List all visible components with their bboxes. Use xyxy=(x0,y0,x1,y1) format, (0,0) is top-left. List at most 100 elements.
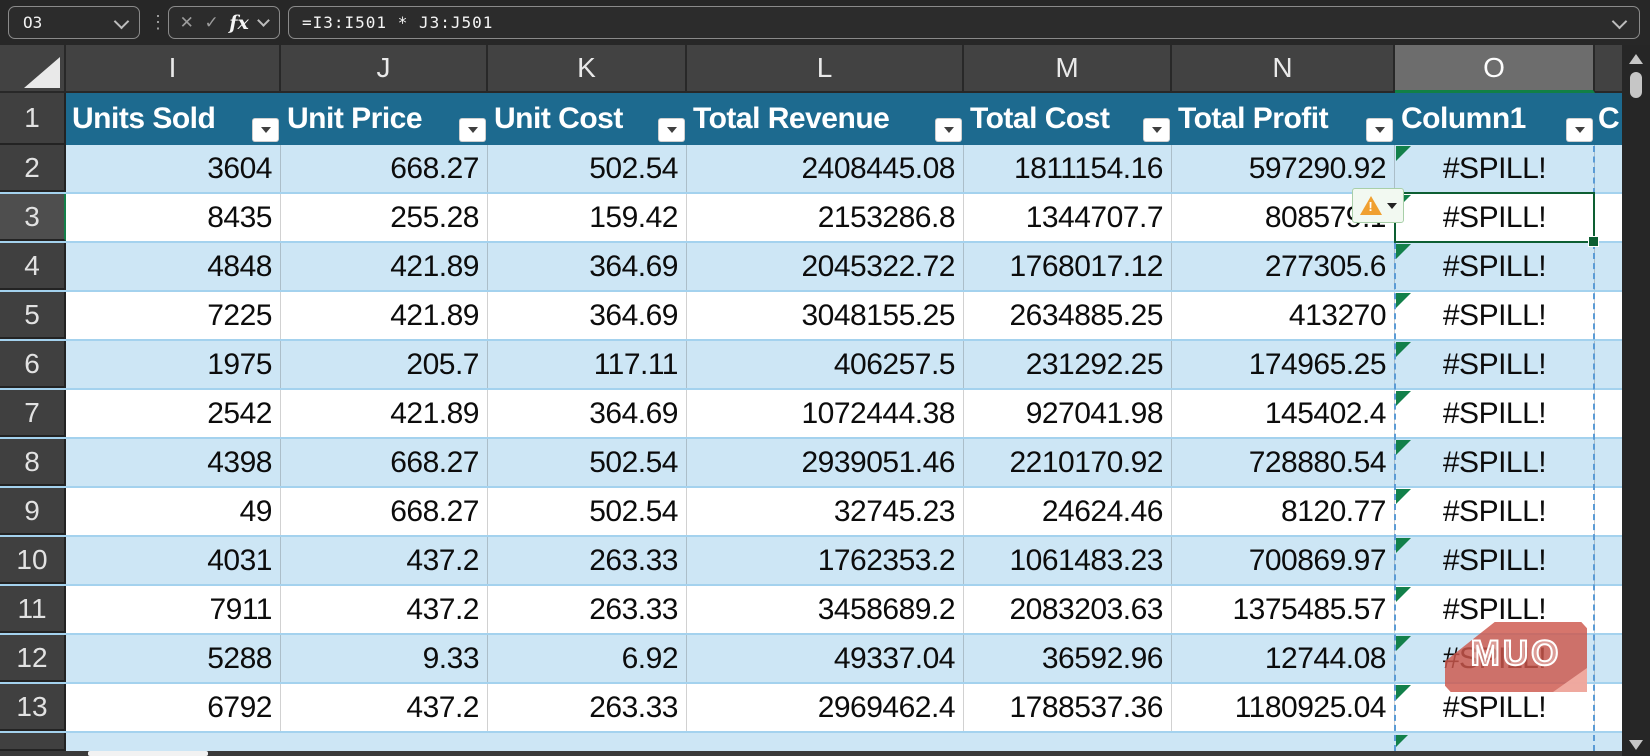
cell[interactable]: 9.33 xyxy=(281,635,488,682)
formula-bar[interactable]: =I3:I501 * J3:J501 xyxy=(288,6,1640,39)
spill-error-cell[interactable]: #SPILL! xyxy=(1395,390,1595,437)
cell[interactable]: 49 xyxy=(66,488,281,535)
filter-dropdown-button[interactable] xyxy=(1144,119,1169,141)
vertical-scrollbar[interactable] xyxy=(1622,45,1650,756)
cell[interactable]: 2408445.08 xyxy=(687,145,964,192)
cell[interactable]: 3048155.25 xyxy=(687,292,964,339)
spill-error-cell[interactable]: #SPILL! xyxy=(1395,488,1595,535)
cell[interactable]: 2083203.63 xyxy=(964,586,1172,633)
partial-cell[interactable] xyxy=(1595,635,1622,682)
spill-error-cell[interactable]: #SPILL! xyxy=(1395,439,1595,486)
cell[interactable]: 2045322.72 xyxy=(687,243,964,290)
cell[interactable]: 4031 xyxy=(66,537,281,584)
row-header[interactable]: 9 xyxy=(0,488,66,535)
cell[interactable]: 1375485.57 xyxy=(1172,586,1395,633)
cell[interactable]: 1072444.38 xyxy=(687,390,964,437)
cell[interactable]: 927041.98 xyxy=(964,390,1172,437)
row-header-active[interactable]: 3 xyxy=(0,194,66,241)
header-total-profit[interactable]: Total Profit xyxy=(1172,93,1395,145)
spill-error-cell[interactable]: #SPILL! xyxy=(1395,341,1595,388)
column-header-m[interactable]: M xyxy=(964,45,1172,93)
cell[interactable]: 263.33 xyxy=(488,537,687,584)
cell[interactable]: 2153286.8 xyxy=(687,194,964,241)
column-header-i[interactable]: I xyxy=(66,45,281,93)
scrollbar-thumb[interactable] xyxy=(1630,72,1642,98)
cell[interactable]: 502.54 xyxy=(488,145,687,192)
header-column1[interactable]: Column1 xyxy=(1395,93,1595,145)
cell[interactable]: 231292.25 xyxy=(964,341,1172,388)
filter-dropdown-button[interactable] xyxy=(1567,119,1592,141)
partial-cell[interactable] xyxy=(1595,488,1622,535)
cell[interactable]: 1975 xyxy=(66,341,281,388)
partial-cell[interactable] xyxy=(1595,243,1622,290)
error-options-button[interactable]: ! xyxy=(1352,188,1404,223)
cell[interactable]: 437.2 xyxy=(281,537,488,584)
active-cell-o3[interactable]: #SPILL! xyxy=(1394,192,1599,247)
header-unit-price[interactable]: Unit Price xyxy=(281,93,488,145)
spill-error-cell[interactable]: #SPILL! xyxy=(1395,243,1595,290)
cell[interactable]: 421.89 xyxy=(281,243,488,290)
cell[interactable]: 502.54 xyxy=(488,488,687,535)
row-header[interactable]: 5 xyxy=(0,292,66,339)
spill-error-cell[interactable]: #SPILL! xyxy=(1395,145,1595,192)
cell[interactable]: 49337.04 xyxy=(687,635,964,682)
cell[interactable]: 437.2 xyxy=(281,684,488,731)
column-header-o-selected[interactable]: O xyxy=(1395,45,1595,93)
cell[interactable]: 364.69 xyxy=(488,292,687,339)
partial-cell[interactable] xyxy=(1595,390,1622,437)
header-total-cost[interactable]: Total Cost xyxy=(964,93,1172,145)
cell[interactable]: 502.54 xyxy=(488,439,687,486)
cell[interactable]: 421.89 xyxy=(281,390,488,437)
header-units-sold[interactable]: Units Sold xyxy=(66,93,281,145)
partial-cell[interactable] xyxy=(1595,292,1622,339)
column-header-l[interactable]: L xyxy=(687,45,964,93)
cell[interactable]: 2634885.25 xyxy=(964,292,1172,339)
cell[interactable]: 174965.25 xyxy=(1172,341,1395,388)
row-header[interactable] xyxy=(0,733,66,751)
horizontal-scrollbar-fragment[interactable] xyxy=(88,751,208,756)
row-header[interactable]: 7 xyxy=(0,390,66,437)
filter-dropdown-button[interactable] xyxy=(460,119,485,141)
cell[interactable]: 2542 xyxy=(66,390,281,437)
cell[interactable]: 1344707.7 xyxy=(964,194,1172,241)
column-header-k[interactable]: K xyxy=(488,45,687,93)
cell[interactable]: 3604 xyxy=(66,145,281,192)
cell[interactable]: 597290.92 xyxy=(1172,145,1395,192)
cell[interactable]: 24624.46 xyxy=(964,488,1172,535)
partial-cell[interactable] xyxy=(1595,586,1622,633)
cell[interactable]: 1762353.2 xyxy=(687,537,964,584)
enter-check-icon[interactable]: ✓ xyxy=(204,12,219,32)
cell[interactable]: 1768017.12 xyxy=(964,243,1172,290)
cell[interactable]: 437.2 xyxy=(281,586,488,633)
row-header[interactable]: 4 xyxy=(0,243,66,290)
cell[interactable]: 277305.6 xyxy=(1172,243,1395,290)
cell[interactable]: 668.27 xyxy=(281,439,488,486)
row-header[interactable]: 13 xyxy=(0,684,66,731)
spill-error-cell[interactable]: #SPILL! xyxy=(1395,292,1595,339)
spill-error-cell[interactable]: #SPILL! xyxy=(1395,684,1595,731)
cell[interactable]: 7911 xyxy=(66,586,281,633)
cell[interactable]: 728880.54 xyxy=(1172,439,1395,486)
column-header-n[interactable]: N xyxy=(1172,45,1395,93)
cell[interactable]: 3458689.2 xyxy=(687,586,964,633)
row-header[interactable]: 11 xyxy=(0,586,66,633)
filter-dropdown-button[interactable] xyxy=(253,119,278,141)
expand-formula-bar-icon[interactable] xyxy=(1611,13,1628,30)
cell[interactable]: 1180925.04 xyxy=(1172,684,1395,731)
cell[interactable]: 668.27 xyxy=(281,145,488,192)
row-header-1[interactable]: 1 xyxy=(0,93,66,145)
scroll-down-icon[interactable] xyxy=(1629,740,1643,750)
row-header[interactable]: 2 xyxy=(0,145,66,192)
row-header[interactable]: 6 xyxy=(0,341,66,388)
partial-cell[interactable] xyxy=(1595,194,1622,241)
row-header[interactable]: 8 xyxy=(0,439,66,486)
insert-function-icon[interactable]: fx xyxy=(229,11,249,34)
cell[interactable]: 406257.5 xyxy=(687,341,964,388)
cell[interactable]: 413270 xyxy=(1172,292,1395,339)
cell[interactable]: 668.27 xyxy=(281,488,488,535)
cell[interactable]: 255.28 xyxy=(281,194,488,241)
cell[interactable]: 364.69 xyxy=(488,390,687,437)
cell[interactable]: 700869.97 xyxy=(1172,537,1395,584)
cell[interactable]: 7225 xyxy=(66,292,281,339)
cell[interactable]: 159.42 xyxy=(488,194,687,241)
